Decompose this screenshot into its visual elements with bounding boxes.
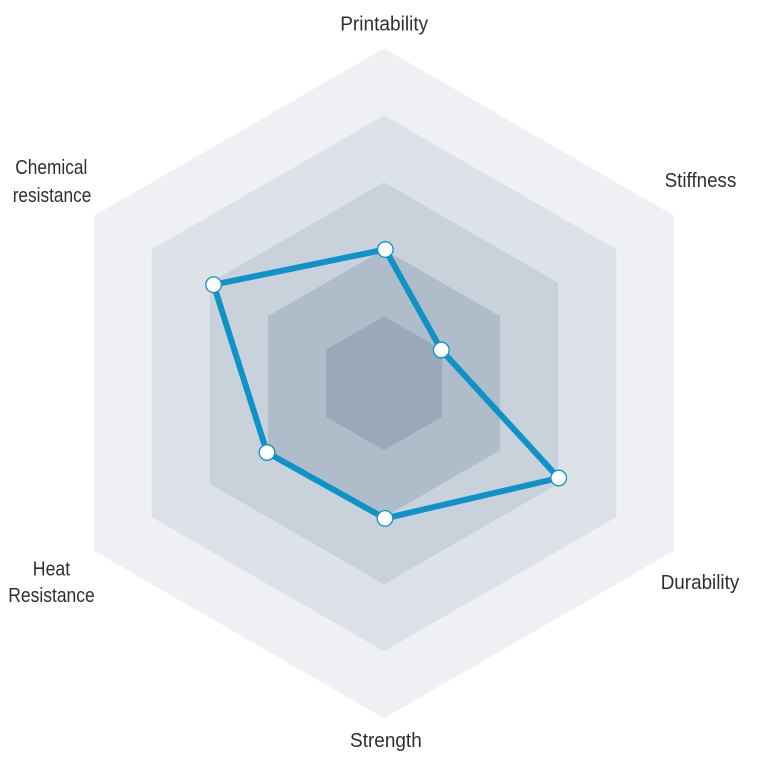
svg-text:Strength: Strength xyxy=(350,730,422,752)
svg-text:Stiffness: Stiffness xyxy=(665,170,737,192)
svg-text:Heat: Heat xyxy=(33,559,71,581)
svg-text:Resistance: Resistance xyxy=(8,585,95,607)
svg-text:Printability: Printability xyxy=(340,13,428,35)
svg-text:Chemical: Chemical xyxy=(15,157,87,179)
svg-text:resistance: resistance xyxy=(13,185,92,207)
svg-text:Durability: Durability xyxy=(661,572,740,594)
